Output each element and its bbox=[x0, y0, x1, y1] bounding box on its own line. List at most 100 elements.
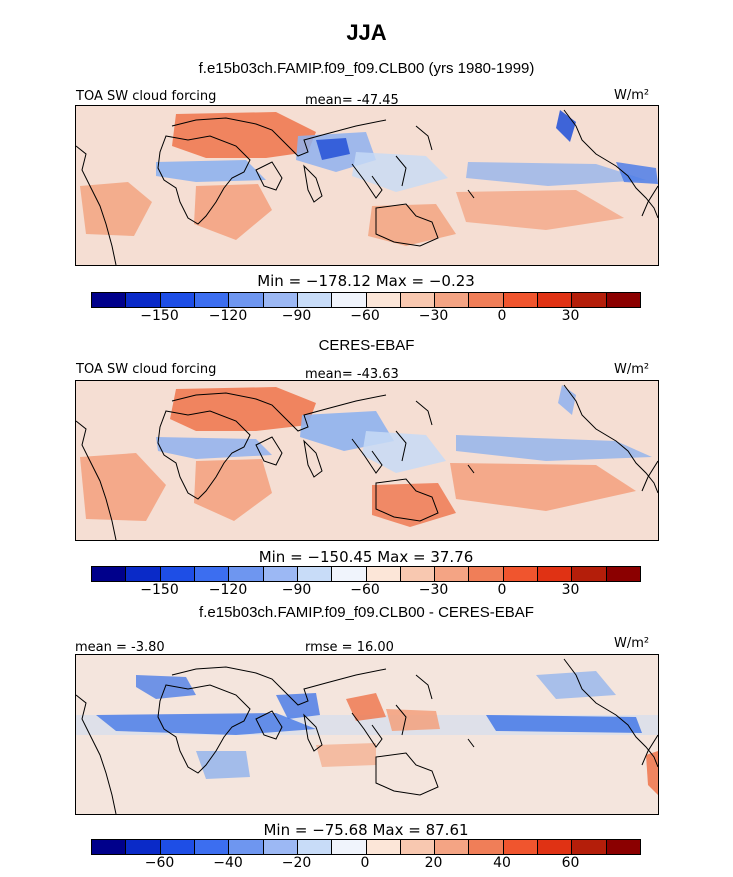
colorbar-swatch bbox=[503, 567, 539, 581]
colorbar-swatch bbox=[469, 840, 504, 854]
colorbar-tick-label: 40 bbox=[493, 855, 511, 871]
colorbar-tick-label: −90 bbox=[281, 308, 312, 324]
coastline bbox=[375, 752, 439, 796]
field-region bbox=[80, 453, 166, 521]
colorbar-tick-label: −30 bbox=[418, 582, 449, 598]
field-region bbox=[556, 110, 576, 142]
coastline bbox=[415, 125, 433, 151]
coastline bbox=[171, 666, 387, 706]
coastline bbox=[467, 738, 475, 748]
colorbar-swatch bbox=[400, 840, 436, 854]
colorbar-swatch bbox=[297, 293, 333, 307]
colorbar-swatch bbox=[503, 840, 539, 854]
field-region bbox=[346, 693, 386, 721]
colorbar-swatch bbox=[435, 840, 470, 854]
coastline bbox=[255, 161, 283, 191]
panel1-map-field bbox=[76, 106, 658, 265]
colorbar-swatch bbox=[332, 293, 367, 307]
field-region bbox=[646, 751, 658, 795]
colorbar-swatch bbox=[572, 840, 607, 854]
field-region bbox=[136, 675, 196, 699]
colorbar-tick-label: 0 bbox=[497, 582, 507, 598]
panel1-mean-label: mean= -47.45 bbox=[305, 93, 399, 108]
field-region bbox=[558, 385, 576, 415]
coastline bbox=[157, 410, 251, 500]
coastline bbox=[467, 464, 475, 474]
colorbar-swatch bbox=[606, 293, 640, 307]
panel2-colorbar-ticks: −150 −120 −90 −60 −30 0 30 bbox=[91, 582, 639, 602]
field-region bbox=[316, 743, 376, 767]
colorbar-swatch bbox=[297, 840, 333, 854]
colorbar-swatch bbox=[538, 567, 573, 581]
colorbar-swatch bbox=[160, 840, 195, 854]
colorbar-swatch bbox=[194, 293, 230, 307]
colorbar-swatch bbox=[160, 293, 195, 307]
colorbar-tick-label: −60 bbox=[350, 582, 380, 598]
field-region bbox=[80, 182, 152, 236]
field-region bbox=[466, 162, 646, 186]
field-region bbox=[536, 671, 616, 699]
colorbar-swatch bbox=[92, 293, 127, 307]
coastline bbox=[467, 189, 475, 199]
colorbar-tick-label: −60 bbox=[350, 308, 380, 324]
obs-title: CERES-EBAF bbox=[318, 337, 415, 354]
field-region bbox=[456, 190, 624, 230]
panel3-colorbar bbox=[91, 839, 641, 855]
colorbar-swatch bbox=[126, 840, 161, 854]
colorbar-tick-label: 0 bbox=[497, 308, 507, 324]
model-run-title: f.e15b03ch.FAMIP.f09_f09.CLB00 (yrs 1980… bbox=[198, 60, 535, 77]
colorbar-tick-label: −30 bbox=[418, 308, 449, 324]
coastline bbox=[351, 712, 383, 748]
panel3-colorbar-ticks: −60 −40 −20 0 20 40 60 bbox=[91, 855, 639, 875]
coastline bbox=[255, 710, 283, 740]
panel1-colorbar bbox=[91, 292, 641, 308]
coastline bbox=[375, 203, 439, 247]
colorbar-tick-label: −90 bbox=[281, 582, 312, 598]
panel3-mean-label: mean = -3.80 bbox=[75, 640, 165, 655]
field-region bbox=[316, 138, 350, 160]
coastline bbox=[303, 713, 323, 752]
colorbar-swatch bbox=[538, 293, 573, 307]
coastline bbox=[255, 436, 283, 466]
coastline bbox=[395, 430, 407, 462]
coastline bbox=[351, 438, 383, 474]
colorbar-tick-label: 30 bbox=[561, 582, 580, 598]
field-region bbox=[156, 437, 272, 459]
coastline bbox=[157, 135, 251, 225]
colorbar-tick-label: −150 bbox=[140, 308, 179, 324]
coastline bbox=[641, 734, 658, 766]
colorbar-swatch bbox=[263, 293, 298, 307]
colorbar-swatch bbox=[435, 293, 470, 307]
field-region bbox=[368, 204, 456, 246]
coastline bbox=[563, 384, 658, 494]
colorbar-swatch bbox=[469, 293, 504, 307]
coastline bbox=[415, 674, 433, 700]
colorbar-tick-label: −150 bbox=[140, 582, 179, 598]
colorbar-swatch bbox=[332, 567, 367, 581]
panel3-map-field bbox=[76, 655, 658, 814]
panel3-rmse-label: rmse = 16.00 bbox=[305, 640, 394, 655]
colorbar-swatch bbox=[469, 567, 504, 581]
coastline bbox=[375, 478, 439, 522]
colorbar-swatch bbox=[194, 840, 230, 854]
colorbar-swatch bbox=[400, 567, 436, 581]
colorbar-tick-label: 0 bbox=[360, 855, 370, 871]
colorbar-swatch bbox=[572, 293, 607, 307]
coastline bbox=[171, 117, 387, 157]
panel2-map bbox=[75, 380, 659, 541]
colorbar-swatch bbox=[366, 293, 401, 307]
colorbar-tick-label: −120 bbox=[208, 308, 248, 324]
colorbar-tick-label: −60 bbox=[144, 855, 175, 871]
coastline bbox=[641, 185, 658, 217]
coastline bbox=[303, 439, 323, 478]
colorbar-swatch bbox=[229, 840, 264, 854]
colorbar-swatch bbox=[263, 840, 298, 854]
colorbar-swatch bbox=[229, 567, 264, 581]
colorbar-swatch bbox=[126, 293, 161, 307]
coastline bbox=[415, 400, 433, 426]
field-region bbox=[276, 693, 320, 719]
colorbar-swatch bbox=[92, 567, 127, 581]
colorbar-swatch bbox=[572, 567, 607, 581]
colorbar-swatch bbox=[435, 567, 470, 581]
colorbar-swatch bbox=[194, 567, 230, 581]
